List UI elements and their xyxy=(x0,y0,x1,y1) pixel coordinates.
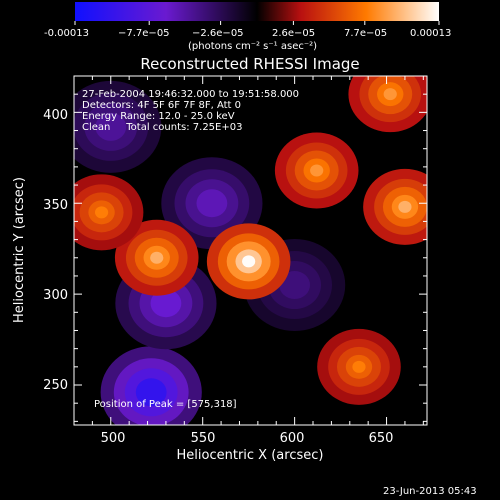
dim-region-1-ring-3 xyxy=(150,289,182,318)
y-tick-label-2: 350 xyxy=(43,198,68,213)
bright-source-2 xyxy=(363,168,427,245)
colorbar-tick-label-1: −7.7e−05 xyxy=(118,28,170,39)
bright-source-1-ring-4 xyxy=(150,251,164,264)
x-tick-label-2: 600 xyxy=(280,431,305,446)
dim-region-0 xyxy=(100,346,202,425)
y-tick-label-3: 400 xyxy=(43,108,68,123)
chart-title: Reconstructed RHESSI Image xyxy=(140,55,359,73)
colorbar-tick-label-2: −2.6e−05 xyxy=(192,28,244,39)
bright-source-4-ring-4 xyxy=(383,88,397,101)
bright-source-0 xyxy=(206,223,291,300)
bright-source-3-ring-4 xyxy=(310,164,324,177)
colorbar-tick-label-4: 7.7e−05 xyxy=(344,28,387,39)
x-tick-label-3: 650 xyxy=(369,431,394,446)
colorbar-units: (photons cm⁻² s⁻¹ asec⁻²) xyxy=(188,41,317,52)
peak-position-label: Position of Peak = [575,318] xyxy=(94,399,237,410)
axis-ticks xyxy=(73,75,427,425)
info-line-4: Clean Total counts: 7.25E+03 xyxy=(82,122,242,133)
colorbar xyxy=(75,2,439,21)
x-tick-label-1: 550 xyxy=(191,431,216,446)
dim-region-4-ring-3 xyxy=(95,112,127,141)
bright-source-6 xyxy=(74,174,144,251)
heatmap-field xyxy=(74,76,427,425)
info-line-1: 27-Feb-2004 19:46:32.000 to 19:51:58.000 xyxy=(82,89,299,100)
bright-source-0-ring-4 xyxy=(242,255,256,268)
bright-source-5 xyxy=(317,328,401,405)
x-axis-label: Heliocentric X (arcsec) xyxy=(177,448,324,463)
info-line-3: Energy Range: 12.0 - 25.0 keV xyxy=(82,111,235,122)
bright-source-6-ring-4 xyxy=(94,206,109,219)
colorbar-tick-label-3: 2.6e−05 xyxy=(272,28,315,39)
dim-region-3-ring-3 xyxy=(279,271,311,300)
y-tick-label-0: 250 xyxy=(43,378,68,393)
x-tick-label-0: 500 xyxy=(101,431,126,446)
bright-source-1 xyxy=(114,219,199,296)
bright-source-4 xyxy=(348,76,427,133)
bright-source-5-ring-4 xyxy=(352,360,366,373)
dim-region-0-ring-3 xyxy=(135,378,167,407)
dim-region-2-ring-3 xyxy=(196,189,228,218)
bright-source-3 xyxy=(274,132,359,209)
dim-region-4 xyxy=(74,80,162,173)
y-tick-label-1: 300 xyxy=(43,288,68,303)
bright-source-2-ring-4 xyxy=(398,200,412,213)
colorbar-ticks xyxy=(74,21,440,25)
plot-frame xyxy=(73,75,428,426)
colorbar-tick-label-0: -0.00013 xyxy=(44,28,89,39)
info-line-2: Detectors: 4F 5F 6F 7F 8F, Att 0 xyxy=(82,100,241,111)
colorbar-tick-label-5: 0.00013 xyxy=(410,28,451,39)
footer-date: 23-Jun-2013 05:43 xyxy=(383,486,477,497)
y-axis-label: Heliocentric Y (arcsec) xyxy=(12,177,27,323)
